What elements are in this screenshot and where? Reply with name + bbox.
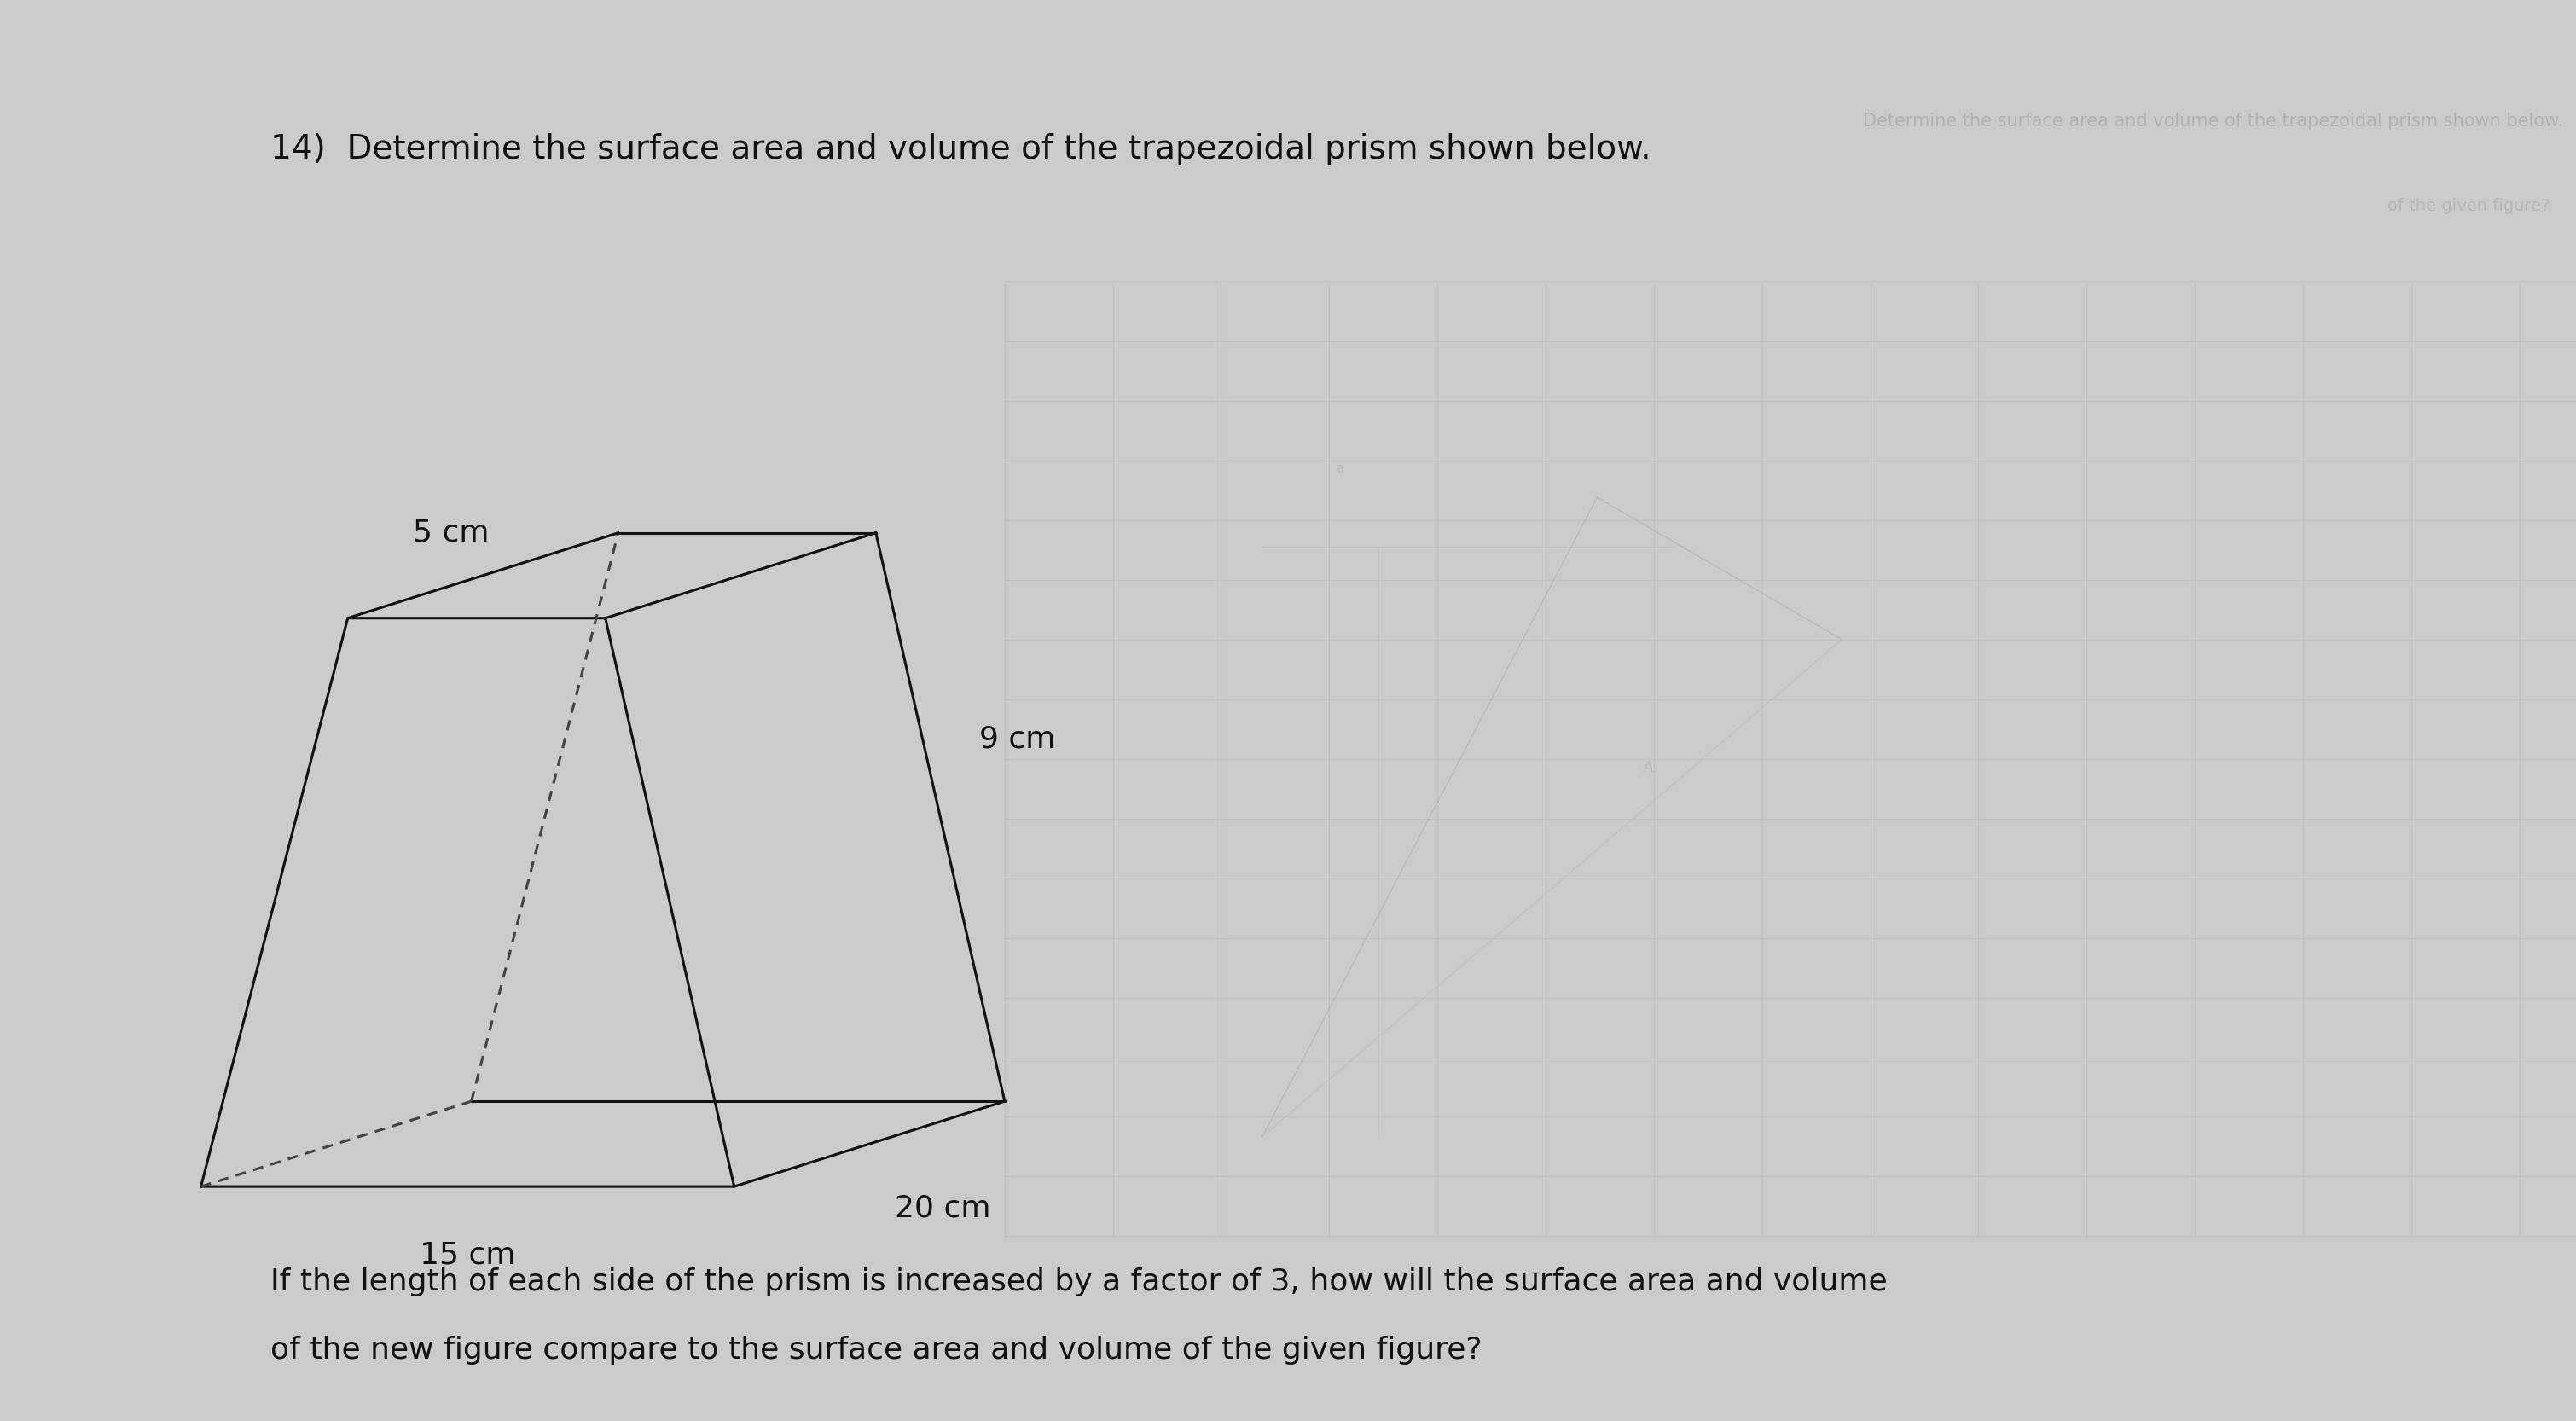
Text: 20 cm: 20 cm — [894, 1194, 992, 1222]
Text: of the given figure?: of the given figure? — [2388, 198, 2550, 215]
Text: of the new figure compare to the surface area and volume of the given figure?: of the new figure compare to the surface… — [270, 1336, 1481, 1364]
Text: 14)  Determine the surface area and volume of the trapezoidal prism shown below.: 14) Determine the surface area and volum… — [270, 134, 1651, 165]
Text: If the length of each side of the prism is increased by a factor of 3, how will : If the length of each side of the prism … — [270, 1268, 1888, 1296]
Text: 15 cm: 15 cm — [420, 1241, 515, 1269]
Text: Determine the surface area and volume of the trapezoidal prism shown below.: Determine the surface area and volume of… — [1862, 112, 2563, 129]
Text: A: A — [1643, 760, 1654, 774]
Text: a: a — [1334, 462, 1345, 476]
Text: 5 cm: 5 cm — [412, 519, 489, 547]
Text: 9 cm: 9 cm — [979, 725, 1056, 753]
